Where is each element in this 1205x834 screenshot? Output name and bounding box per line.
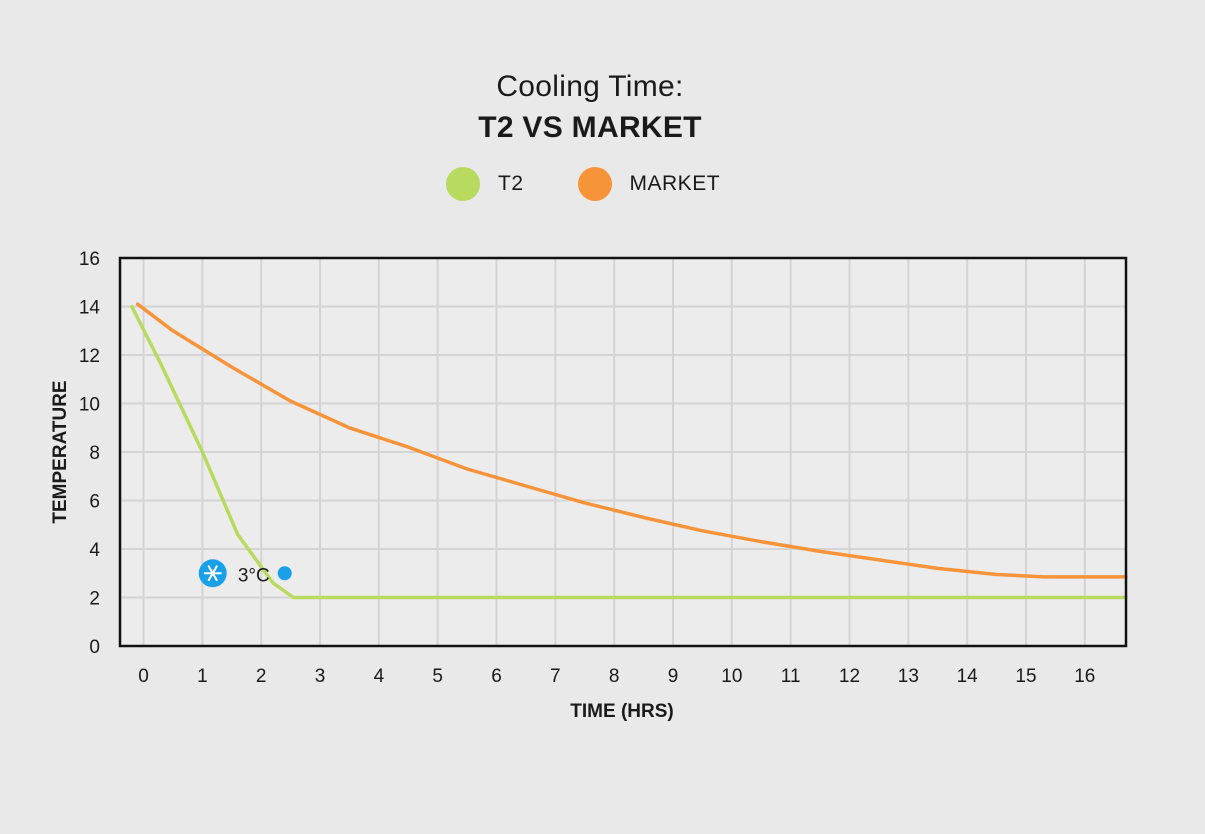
plot-frame [118,256,1128,648]
y-tick-label: 16 [79,249,100,270]
x-tick-label: 15 [1015,666,1036,687]
x-tick-label: 3 [315,666,326,687]
y-tick-label: 8 [89,443,100,464]
legend-swatch-t2 [446,167,480,201]
chart-subtitle: T2 VS MARKET [478,111,702,144]
x-tick-label: 16 [1074,666,1095,687]
y-tick-label: 2 [89,589,100,610]
x-axis-label: TIME (HRS) [570,701,673,722]
x-tick-label: 0 [138,666,149,687]
y-tick-label: 12 [79,346,100,367]
x-tick-label: 7 [550,666,561,687]
series-line-market [135,302,1128,579]
x-tick-label: 11 [781,666,801,687]
annotation-point [277,566,292,581]
y-tick-label: 14 [79,298,101,319]
x-tick-label: 8 [609,666,620,687]
grid [120,257,1126,647]
x-tick-label: 5 [432,666,443,687]
legend-swatch-market [577,167,612,201]
x-tick-label: 13 [898,666,919,687]
chart-title: Cooling Time: [496,70,684,103]
legend-item-t2: T2 [446,167,524,201]
x-tick-label: 10 [721,666,742,687]
x-tick-label: 9 [668,666,679,687]
snowflake-center [210,571,215,576]
x-tick-label: 14 [957,666,979,687]
y-tick-label: 0 [89,637,100,658]
legend: T2 MARKET [446,167,720,201]
snowflake-icon [198,559,227,588]
x-tick-label: 4 [374,666,385,687]
y-tick-label: 4 [89,540,100,561]
series-line-t2 [130,304,1128,600]
y-tick-label: 6 [89,492,100,513]
y-tick-label: 10 [79,395,100,416]
x-tick-label: 2 [256,666,267,687]
x-tick-label: 6 [491,666,502,687]
annotation-label: 3°C [238,565,270,586]
x-tick-label: 1 [197,666,208,687]
legend-item-market: MARKET [577,167,721,201]
y-axis-label: TEMPERATURE [50,380,71,523]
legend-label-t2: T2 [498,172,524,195]
legend-label-market: MARKET [629,172,721,195]
x-tick-label: 12 [839,666,860,687]
